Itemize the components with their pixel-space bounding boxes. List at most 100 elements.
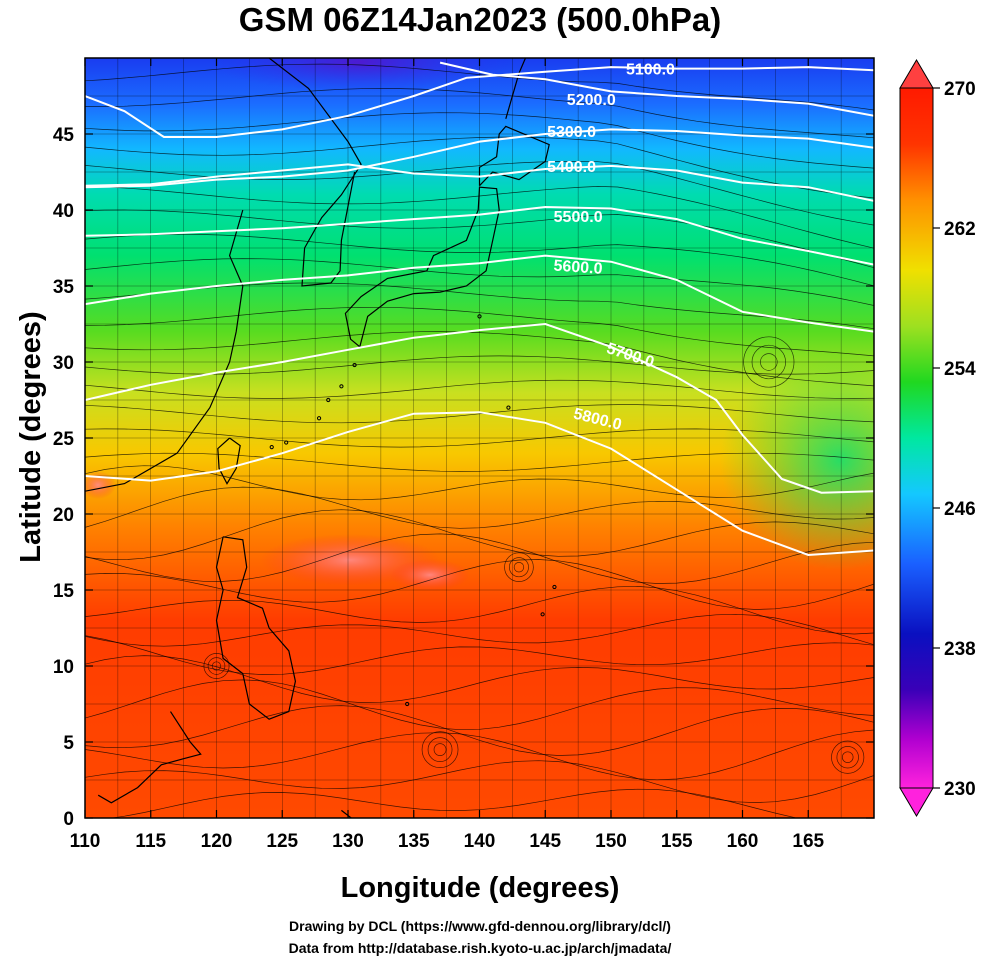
contour-line xyxy=(85,322,874,494)
y-tick-label: 5 xyxy=(63,733,74,754)
island xyxy=(540,612,545,617)
colorbar-min-arrow xyxy=(899,787,934,817)
y-tick-label: 0 xyxy=(63,809,74,830)
contour-label: 5400.0 xyxy=(547,159,596,176)
streamline xyxy=(85,88,874,139)
vortex xyxy=(211,661,222,671)
colorbar-ticks: 270 262 254 246 238 230 xyxy=(933,79,976,800)
contour-line xyxy=(439,61,874,117)
y-tick-label: 15 xyxy=(53,581,75,602)
vortex xyxy=(509,557,529,578)
contour-label: 5600.0 xyxy=(553,258,603,278)
y-axis-label: Latitude (degrees) xyxy=(15,311,47,562)
contour-label: 5100.0 xyxy=(626,62,675,79)
vortex xyxy=(513,562,525,573)
vortex xyxy=(203,653,230,679)
streamline xyxy=(85,559,874,610)
vortex xyxy=(433,743,447,756)
contour-line xyxy=(85,205,874,266)
y-tick-label: 30 xyxy=(53,353,74,374)
streamline xyxy=(85,465,874,501)
streamline xyxy=(85,63,874,111)
colorbar-tick-label: 246 xyxy=(944,499,976,520)
contour-label: 5500.0 xyxy=(554,209,603,226)
geopotential-contours: 5100.05200.05300.05400.05500.05600.05700… xyxy=(85,61,874,557)
y-tick-label: 35 xyxy=(53,277,75,298)
colorbar-max-arrow xyxy=(899,59,934,89)
x-tick-label: 115 xyxy=(135,831,166,852)
y-tick-label: 40 xyxy=(53,201,74,222)
contour-label: 5300.0 xyxy=(547,124,596,141)
x-tick-label: 140 xyxy=(464,831,496,852)
x-tick-label: 155 xyxy=(661,831,693,852)
x-tick-label: 130 xyxy=(332,831,364,852)
contour-line xyxy=(85,163,874,202)
y-tick-label: 25 xyxy=(53,429,75,450)
vortex xyxy=(743,336,795,388)
coastline xyxy=(341,809,353,818)
warm-spot-2 xyxy=(390,559,470,591)
y-tick-label: 45 xyxy=(53,125,75,146)
streamline xyxy=(85,306,874,357)
vortex xyxy=(760,353,778,371)
streamline xyxy=(85,613,874,647)
streamline xyxy=(85,136,874,199)
x-axis-label: Longitude (degrees) xyxy=(341,872,620,904)
y-axis-ticks: 0 5 10 15 20 25 30 35 40 45 xyxy=(53,125,874,830)
streamline xyxy=(85,404,874,424)
streamline xyxy=(85,233,874,287)
streamline xyxy=(85,655,874,703)
trough-green-region xyxy=(720,350,874,570)
contour-line xyxy=(85,128,874,189)
colorbar-tick-label: 238 xyxy=(944,639,976,660)
island xyxy=(339,384,344,389)
vortex xyxy=(427,737,453,762)
x-tick-label: 145 xyxy=(529,831,561,852)
contour-line xyxy=(85,66,874,138)
vortex xyxy=(207,657,226,675)
x-axis-ticks: 110 115 120 125 130 135 140 145 150 155 160 165 xyxy=(70,58,825,852)
x-tick-label: 110 xyxy=(70,831,101,852)
vortex xyxy=(751,344,786,380)
streamline xyxy=(85,635,874,675)
island xyxy=(284,440,289,445)
coastlines xyxy=(85,58,557,818)
streamline xyxy=(85,452,874,472)
streamline xyxy=(85,705,874,756)
x-tick-label: 150 xyxy=(595,831,627,852)
y-tick-label: 10 xyxy=(53,657,74,678)
coastline xyxy=(215,536,297,720)
vortex xyxy=(836,746,859,769)
coastline xyxy=(344,186,500,348)
streamline xyxy=(85,112,874,169)
chart-title: GSM 06Z14Jan2023 (500.0hPa) xyxy=(238,1,722,38)
island xyxy=(316,416,322,421)
x-tick-label: 120 xyxy=(201,831,233,852)
streamline xyxy=(85,428,874,448)
island xyxy=(405,701,410,707)
island xyxy=(552,584,557,590)
vortex xyxy=(831,740,865,774)
contour-line xyxy=(85,411,874,557)
island xyxy=(326,397,331,403)
colorbar-tick-label: 262 xyxy=(944,219,976,240)
streamline xyxy=(85,586,874,635)
colorbar: 270 262 254 246 238 230 xyxy=(899,59,976,817)
cold-core xyxy=(210,58,510,92)
contour-label: 5200.0 xyxy=(567,92,616,109)
coastline xyxy=(97,711,202,804)
streamline xyxy=(109,788,799,818)
streamline xyxy=(85,760,874,803)
colorbar-tick-label: 254 xyxy=(944,359,976,380)
island xyxy=(352,362,357,368)
x-tick-label: 135 xyxy=(398,831,430,852)
island xyxy=(506,405,511,410)
streamline xyxy=(85,331,874,387)
contour-line xyxy=(85,254,874,333)
coastline xyxy=(217,437,241,485)
y-tick-label: 20 xyxy=(53,505,74,526)
streamline xyxy=(85,379,874,399)
coastline xyxy=(268,58,362,287)
streamline xyxy=(85,533,874,584)
vortex xyxy=(504,552,534,582)
